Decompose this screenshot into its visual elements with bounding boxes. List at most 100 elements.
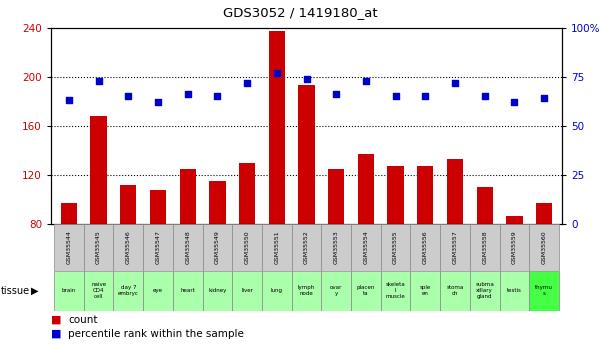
Bar bbox=[470, 271, 499, 310]
Point bbox=[510, 100, 519, 105]
Bar bbox=[447, 159, 463, 224]
Bar bbox=[54, 224, 84, 271]
Point bbox=[242, 80, 252, 86]
Text: day 7
embryc: day 7 embryc bbox=[118, 285, 139, 296]
Text: heart: heart bbox=[180, 288, 195, 293]
Text: GSM35557: GSM35557 bbox=[453, 231, 457, 264]
Text: subma
xillary
gland: subma xillary gland bbox=[475, 282, 494, 299]
Text: liver: liver bbox=[241, 288, 253, 293]
Bar bbox=[499, 224, 529, 271]
Text: eye: eye bbox=[153, 288, 163, 293]
Text: lymph
node: lymph node bbox=[298, 285, 315, 296]
Text: GSM35545: GSM35545 bbox=[96, 231, 101, 264]
Bar bbox=[328, 169, 344, 224]
Point bbox=[421, 93, 430, 99]
Bar bbox=[499, 271, 529, 310]
Bar bbox=[410, 224, 440, 271]
Bar bbox=[410, 271, 440, 310]
Point bbox=[450, 80, 460, 86]
Text: GSM35552: GSM35552 bbox=[304, 231, 309, 264]
Bar bbox=[173, 271, 203, 310]
Bar bbox=[143, 271, 173, 310]
Bar bbox=[114, 224, 143, 271]
Point bbox=[272, 70, 282, 76]
Bar bbox=[269, 31, 285, 224]
Bar bbox=[262, 224, 291, 271]
Bar bbox=[440, 224, 470, 271]
Bar bbox=[417, 167, 433, 224]
Bar bbox=[536, 203, 552, 224]
Text: GSM35547: GSM35547 bbox=[156, 230, 160, 265]
Bar bbox=[150, 190, 166, 224]
Text: brain: brain bbox=[62, 288, 76, 293]
Text: ovar
y: ovar y bbox=[330, 285, 343, 296]
Text: ▶: ▶ bbox=[31, 286, 38, 296]
Bar bbox=[61, 203, 77, 224]
Text: testis: testis bbox=[507, 288, 522, 293]
Text: GSM35558: GSM35558 bbox=[482, 231, 487, 264]
Bar bbox=[143, 224, 173, 271]
Text: GSM35551: GSM35551 bbox=[274, 231, 279, 264]
Bar bbox=[239, 163, 255, 224]
Point bbox=[480, 93, 490, 99]
Bar bbox=[120, 185, 136, 224]
Point bbox=[539, 96, 549, 101]
Bar bbox=[84, 224, 114, 271]
Text: GSM35554: GSM35554 bbox=[364, 231, 368, 264]
Bar bbox=[322, 271, 351, 310]
Text: percentile rank within the sample: percentile rank within the sample bbox=[68, 329, 244, 339]
Bar bbox=[351, 224, 381, 271]
Text: GSM35556: GSM35556 bbox=[423, 231, 428, 264]
Bar bbox=[84, 271, 114, 310]
Bar bbox=[470, 224, 499, 271]
Text: skeleta
l
muscle: skeleta l muscle bbox=[386, 282, 406, 299]
Bar bbox=[440, 271, 470, 310]
Point bbox=[153, 100, 163, 105]
Point bbox=[183, 92, 192, 97]
Bar bbox=[180, 169, 196, 224]
Bar bbox=[90, 116, 107, 224]
Text: ■: ■ bbox=[51, 329, 61, 339]
Point bbox=[302, 76, 311, 81]
Text: lung: lung bbox=[271, 288, 283, 293]
Text: GSM35559: GSM35559 bbox=[512, 231, 517, 264]
Bar bbox=[529, 271, 559, 310]
Bar bbox=[203, 271, 232, 310]
Text: ■: ■ bbox=[51, 315, 61, 325]
Bar bbox=[173, 224, 203, 271]
Bar bbox=[358, 154, 374, 224]
Point bbox=[123, 93, 133, 99]
Text: thymu
s: thymu s bbox=[535, 285, 553, 296]
Bar bbox=[388, 167, 404, 224]
Text: GSM35549: GSM35549 bbox=[215, 230, 220, 265]
Text: GSM35553: GSM35553 bbox=[334, 231, 339, 264]
Bar bbox=[477, 187, 493, 224]
Bar bbox=[291, 271, 322, 310]
Bar bbox=[203, 224, 232, 271]
Text: GSM35560: GSM35560 bbox=[542, 231, 547, 264]
Text: GSM35555: GSM35555 bbox=[393, 231, 398, 264]
Text: GDS3052 / 1419180_at: GDS3052 / 1419180_at bbox=[223, 6, 378, 19]
Text: kidney: kidney bbox=[208, 288, 227, 293]
Text: GSM35546: GSM35546 bbox=[126, 231, 131, 264]
Bar bbox=[381, 224, 410, 271]
Text: GSM35548: GSM35548 bbox=[185, 231, 190, 264]
Bar bbox=[209, 181, 225, 224]
Text: sple
en: sple en bbox=[419, 285, 431, 296]
Bar bbox=[298, 85, 315, 224]
Bar bbox=[232, 271, 262, 310]
Point bbox=[64, 98, 74, 103]
Bar bbox=[322, 224, 351, 271]
Text: GSM35544: GSM35544 bbox=[66, 230, 72, 265]
Bar bbox=[114, 271, 143, 310]
Point bbox=[361, 78, 371, 83]
Point bbox=[94, 78, 103, 83]
Bar bbox=[262, 271, 291, 310]
Point bbox=[213, 93, 222, 99]
Bar bbox=[232, 224, 262, 271]
Bar bbox=[291, 224, 322, 271]
Text: count: count bbox=[68, 315, 97, 325]
Bar bbox=[351, 271, 381, 310]
Text: placen
ta: placen ta bbox=[357, 285, 375, 296]
Bar bbox=[54, 271, 84, 310]
